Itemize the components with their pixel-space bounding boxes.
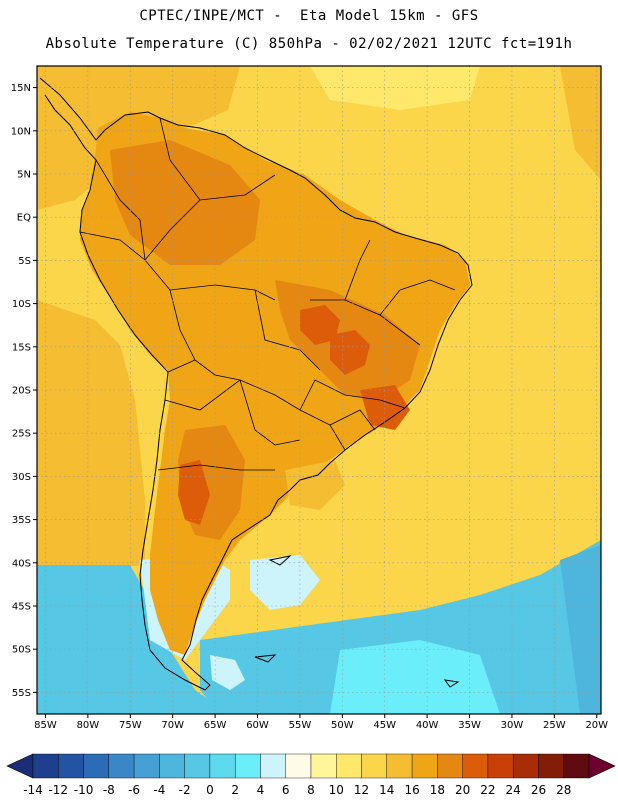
colorbar-swatch: [83, 753, 110, 779]
colorbar-swatch: [209, 753, 236, 779]
lon-tick-label: 40W: [416, 720, 439, 731]
colorbar-label: 14: [379, 783, 394, 797]
lat-tick-label: 5S: [18, 256, 31, 267]
colorbar-label: -2: [179, 783, 191, 797]
lat-tick-label: 55S: [12, 688, 31, 699]
colorbar-label: 20: [455, 783, 470, 797]
map-title-line-2: Absolute Temperature (C) 850hPa - 02/02/…: [45, 36, 573, 52]
colorbar-label: 18: [430, 783, 445, 797]
lon-tick-label: 25W: [543, 720, 566, 731]
colorbar-label: 16: [404, 783, 419, 797]
lon-tick-label: 65W: [204, 720, 227, 731]
colorbar-swatch: [32, 753, 59, 779]
colorbar-label: 26: [531, 783, 546, 797]
colorbar-label: 6: [282, 783, 290, 797]
lat-tick-label: 45S: [12, 602, 31, 613]
lon-tick-label: 30W: [501, 720, 524, 731]
colorbar-swatch: [133, 753, 160, 779]
lon-tick-label: 70W: [161, 720, 184, 731]
colorbar-swatch: [487, 753, 514, 779]
colorbar-swatch: [285, 753, 312, 779]
south-atlantic-cold: [200, 540, 601, 714]
colorbar-swatch: [538, 753, 564, 779]
lon-tick-label: 45W: [373, 720, 396, 731]
atlantic-north-band: [560, 66, 601, 180]
far-south-atlantic-blue: [560, 545, 601, 714]
lon-tick-label: 75W: [119, 720, 142, 731]
graticule: [37, 66, 601, 714]
coastlines: [39, 77, 473, 691]
colorbar-swatch: [437, 753, 463, 779]
lat-tick-label: 20S: [12, 386, 31, 397]
colorbar-label: -4: [153, 783, 165, 797]
colorbar-swatch: [361, 753, 388, 779]
colorbar: -14 -12 -10 -8 -6 -4 -2 0 2 4 6 8 10 12 14 16 18 20 22 24 26…: [6, 753, 616, 797]
colorbar-label: -6: [128, 783, 140, 797]
colorbar-swatch: [108, 753, 135, 779]
lat-tick-label: 30S: [12, 472, 31, 483]
lat-tick-label: EQ: [17, 213, 31, 224]
colorbar-label: -14: [23, 783, 43, 797]
lat-tick-label: 10N: [11, 126, 31, 137]
colorbar-swatch: [462, 753, 489, 779]
colorbar-label: 12: [354, 783, 369, 797]
colorbar-label: -8: [103, 783, 115, 797]
map-title-line-1: CPTEC/INPE/MCT - Eta Model 15km - GFS: [139, 8, 479, 24]
colorbar-swatch: [512, 753, 539, 779]
colorbar-high-arrow: [588, 753, 616, 779]
colorbar-label: 24: [506, 783, 521, 797]
lon-tick-label: 60W: [246, 720, 269, 731]
colorbar-label: -10: [74, 783, 94, 797]
caribbean-mid-band: [310, 66, 480, 110]
colorbar-swatch: [310, 753, 337, 779]
colorbar-swatch: [159, 753, 185, 779]
colorbar-swatch: [411, 753, 438, 779]
lat-tick-label: 10S: [12, 299, 31, 310]
colorbar-label: 8: [307, 783, 315, 797]
colorbar-swatch: [58, 753, 84, 779]
colorbar-label: 4: [257, 783, 265, 797]
lon-tick-label: 50W: [331, 720, 354, 731]
longitude-axis: 85W 80W 75W 70W 65W 60W 55W 50W 45W 40W 35W 30W 25W 2…: [34, 714, 608, 731]
lat-tick-label: 25S: [12, 429, 31, 440]
colorbar-label: 2: [231, 783, 239, 797]
latitude-axis: 15N 10N 5N EQ 5S 10S 15S 20S 25S 30S 35S 40S 45S 50S 5…: [11, 83, 37, 699]
colorbar-swatch: [234, 753, 261, 779]
colorbar-label: 0: [206, 783, 214, 797]
colorbar-label: 10: [329, 783, 344, 797]
colorbar-swatch: [184, 753, 211, 779]
colorbar-low-arrow: [6, 753, 34, 779]
lat-tick-label: 15N: [11, 83, 31, 94]
lon-tick-label: 80W: [77, 720, 100, 731]
lon-tick-label: 85W: [34, 720, 57, 731]
map-field: [37, 66, 601, 714]
hottest-spot-goias: [330, 330, 370, 375]
colorbar-swatch: [563, 753, 590, 779]
pacific-coastal-band: [37, 300, 145, 575]
colorbar-label: 22: [480, 783, 495, 797]
amazon-hot-core: [110, 140, 260, 265]
lat-tick-label: 35S: [12, 515, 31, 526]
colorbar-swatch: [260, 753, 286, 779]
drake-passage-cyan: [330, 640, 500, 714]
south-pacific-cold: [37, 565, 230, 714]
tierra-del-fuego-pale: [210, 655, 245, 690]
colorbar-swatch: [336, 753, 362, 779]
colorbar-label: -12: [48, 783, 68, 797]
colorbar-swatch: [386, 753, 413, 779]
lon-tick-label: 20W: [585, 720, 608, 731]
lat-tick-label: 40S: [12, 558, 31, 569]
lon-tick-label: 55W: [289, 720, 312, 731]
lat-tick-label: 5N: [17, 170, 31, 181]
argentine-sea-cold-pale: [250, 555, 320, 610]
lat-tick-label: 50S: [12, 645, 31, 656]
lon-tick-label: 35W: [458, 720, 481, 731]
lat-tick-label: 15S: [12, 342, 31, 353]
colorbar-label: 28: [556, 783, 571, 797]
southeast-brazil-hot: [360, 385, 410, 430]
